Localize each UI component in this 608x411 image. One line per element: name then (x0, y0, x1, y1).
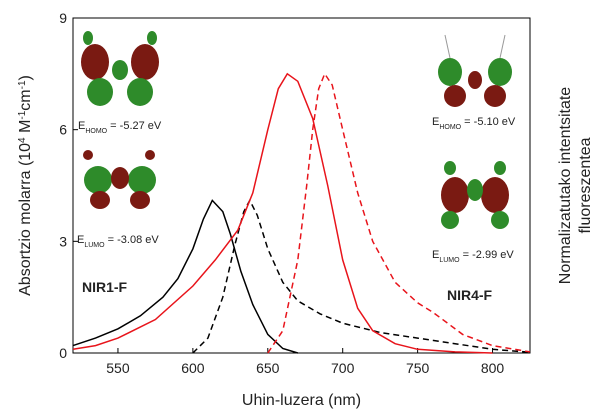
energy-value: = -2.99 eV (460, 249, 515, 261)
energy-value: = -5.27 eV (107, 120, 162, 132)
orbital-lumo-nir1 (83, 150, 156, 209)
energy-label: EHOMO = -5.27 eV (78, 120, 162, 135)
energy-label: ELUMO = -2.99 eV (432, 249, 514, 264)
energy-subscript: LUMO (439, 257, 460, 264)
y-axis-label-part: ) (17, 75, 34, 80)
x-tick-label: 700 (331, 360, 355, 376)
y-axis-label-part: M (17, 120, 34, 138)
energy-subscript: HOMO (439, 124, 461, 131)
y-axis-label-part: cm (17, 89, 34, 110)
chart: 0 3 6 9 550 600 650 700 750 800 Uhin-luzera (nm) Ab… (0, 0, 608, 411)
x-axis-label: Uhin-luzera (nm) (242, 392, 361, 409)
series-line (73, 74, 493, 353)
energy-value: = -3.08 eV (105, 234, 160, 246)
energy-value: = -5.10 eV (461, 116, 516, 128)
y-tick-label: 0 (59, 345, 67, 361)
y2-axis-label: fluoreszentea (577, 137, 594, 233)
y2-axis-label: Normalizatutako intentsitate (557, 87, 574, 285)
x-tick-label: 600 (181, 360, 205, 376)
x-tick-label: 800 (481, 360, 505, 376)
orbital-homo-nir4 (438, 35, 512, 107)
energy-subscript: HOMO (85, 128, 107, 135)
y-tick-label: 9 (59, 10, 67, 26)
energy-subscript: LUMO (84, 242, 105, 249)
energy-symbol: E (432, 116, 439, 128)
orbital-homo-nir1 (81, 31, 159, 106)
x-tick-label: 650 (256, 360, 280, 376)
y-axis-label-part: Absortzio molarra (10 (17, 143, 34, 296)
y-tick-label: 6 (59, 122, 67, 138)
series-annotation: NIR4-F (447, 287, 493, 303)
series-line (73, 200, 298, 353)
series-annotation: NIR1-F (82, 279, 128, 295)
x-tick-label: 550 (106, 360, 130, 376)
energy-symbol: E (432, 249, 439, 261)
y-axis-label: Absortzio molarra (104 M-1cm-1) (17, 75, 35, 296)
energy-label: EHOMO = -5.10 eV (432, 116, 516, 131)
energy-symbol: E (77, 234, 84, 246)
x-tick-label: 750 (406, 360, 430, 376)
energy-symbol: E (78, 120, 85, 132)
orbital-lumo-nir4 (441, 161, 509, 229)
y-tick-label: 3 (59, 233, 67, 249)
energy-label: ELUMO = -3.08 eV (77, 234, 159, 249)
